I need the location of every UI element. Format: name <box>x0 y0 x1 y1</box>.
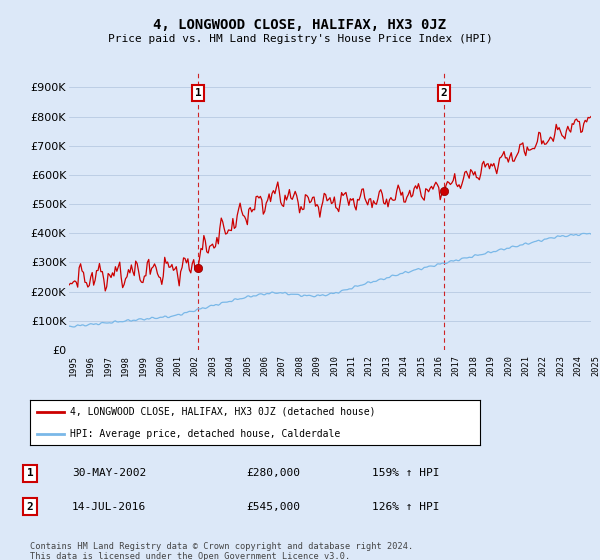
Text: 2001: 2001 <box>173 355 182 376</box>
Text: 30-MAY-2002: 30-MAY-2002 <box>72 468 146 478</box>
Text: 2023: 2023 <box>556 355 565 376</box>
Text: 2006: 2006 <box>260 355 269 376</box>
Text: Contains HM Land Registry data © Crown copyright and database right 2024.
This d: Contains HM Land Registry data © Crown c… <box>30 542 413 560</box>
Text: 2014: 2014 <box>400 355 409 376</box>
Text: 2022: 2022 <box>539 355 548 376</box>
Text: £545,000: £545,000 <box>246 502 300 512</box>
Text: £280,000: £280,000 <box>246 468 300 478</box>
Text: 1995: 1995 <box>69 355 78 376</box>
Text: 2: 2 <box>440 88 447 98</box>
Text: 2021: 2021 <box>521 355 530 376</box>
Text: 2012: 2012 <box>365 355 374 376</box>
Text: HPI: Average price, detached house, Calderdale: HPI: Average price, detached house, Cald… <box>71 429 341 439</box>
Text: 2019: 2019 <box>487 355 496 376</box>
Text: 2013: 2013 <box>382 355 391 376</box>
Text: 2011: 2011 <box>347 355 356 376</box>
Text: 4, LONGWOOD CLOSE, HALIFAX, HX3 0JZ: 4, LONGWOOD CLOSE, HALIFAX, HX3 0JZ <box>154 18 446 32</box>
Text: 14-JUL-2016: 14-JUL-2016 <box>72 502 146 512</box>
Text: 1: 1 <box>26 468 34 478</box>
Text: 2003: 2003 <box>208 355 217 376</box>
Text: 2018: 2018 <box>469 355 478 376</box>
Text: 1996: 1996 <box>86 355 95 376</box>
Text: 2017: 2017 <box>452 355 461 376</box>
Text: 2004: 2004 <box>226 355 235 376</box>
Text: 2000: 2000 <box>156 355 165 376</box>
Text: 2010: 2010 <box>330 355 339 376</box>
Text: 126% ↑ HPI: 126% ↑ HPI <box>372 502 439 512</box>
Text: 159% ↑ HPI: 159% ↑ HPI <box>372 468 439 478</box>
Text: 1998: 1998 <box>121 355 130 376</box>
Text: 4, LONGWOOD CLOSE, HALIFAX, HX3 0JZ (detached house): 4, LONGWOOD CLOSE, HALIFAX, HX3 0JZ (det… <box>71 407 376 417</box>
Text: 2024: 2024 <box>574 355 583 376</box>
Text: 2007: 2007 <box>278 355 287 376</box>
Text: Price paid vs. HM Land Registry's House Price Index (HPI): Price paid vs. HM Land Registry's House … <box>107 34 493 44</box>
Text: 2025: 2025 <box>591 355 600 376</box>
Text: 1999: 1999 <box>139 355 148 376</box>
Text: 2005: 2005 <box>243 355 252 376</box>
Text: 2008: 2008 <box>295 355 304 376</box>
Text: 2009: 2009 <box>313 355 322 376</box>
Text: 1997: 1997 <box>104 355 113 376</box>
Text: 2: 2 <box>26 502 34 512</box>
Text: 2002: 2002 <box>191 355 200 376</box>
Text: 1: 1 <box>194 88 202 98</box>
Text: 2016: 2016 <box>434 355 443 376</box>
Text: 2015: 2015 <box>417 355 426 376</box>
Text: 2020: 2020 <box>504 355 513 376</box>
